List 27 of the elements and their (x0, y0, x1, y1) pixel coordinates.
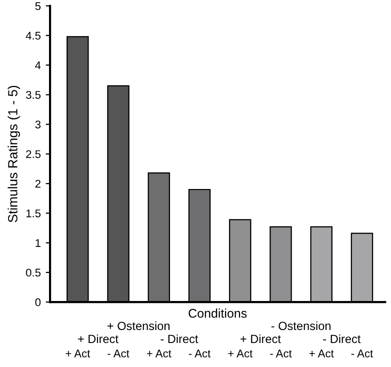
x-tick-label: + Act (66, 350, 90, 358)
x-tick-label: + Act (309, 350, 334, 358)
y-tick-label: 3 (35, 120, 41, 128)
y-tick-label: 1.5 (26, 210, 41, 218)
x-tick-label: - Act (188, 350, 211, 358)
text: - Ostension (271, 321, 330, 330)
text: - Direct (323, 334, 361, 344)
y-tick-label: 1 (36, 239, 40, 247)
y-tick-label: 0.5 (26, 268, 41, 277)
text: + Direct (78, 334, 118, 344)
y-tick-label: 4 (35, 61, 41, 70)
x-axis-title: Conditions (188, 308, 247, 318)
y-tick-label: 5 (35, 2, 41, 10)
y-tick-label: 2 (35, 180, 40, 188)
y-tick-label: 0 (35, 298, 41, 306)
text: + Ostension (108, 321, 170, 330)
y-tick-label: 3.5 (26, 90, 41, 99)
x-tick-label: - Act (108, 350, 130, 358)
y-tick-label: 4.5 (26, 32, 41, 40)
x-tick-label: + Act (228, 350, 253, 358)
text: - Direct (160, 334, 198, 344)
x-tick-label: - Act (351, 350, 374, 358)
y-tick-label: 2.5 (26, 150, 41, 158)
x-tick-label: - Act (270, 350, 292, 358)
text: + Direct (240, 334, 281, 344)
x-tick-label: + Act (146, 350, 172, 358)
y-axis-title: Stimulus Ratings (1 - 5) (8, 86, 20, 222)
